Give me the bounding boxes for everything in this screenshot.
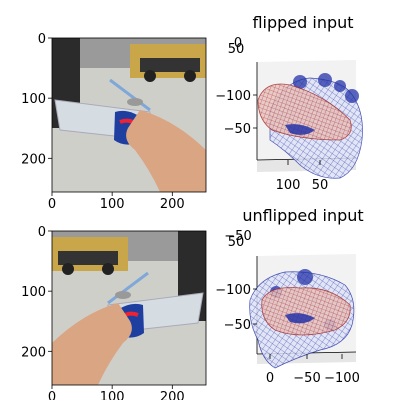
- axes-layer: 0 100 200 0 100 200 0 100 200 0 100 200 flipped inpu…: [21, 13, 364, 404]
- x-tick-label: 100: [276, 178, 301, 193]
- photo-unflipped: [52, 231, 206, 385]
- y-tick-label: 0: [38, 225, 46, 240]
- panel-bottom-left: [51, 230, 207, 386]
- x-tick-label: −100: [324, 371, 360, 386]
- y-tick-label: −50: [224, 318, 251, 333]
- z-tick-label: 50: [228, 235, 245, 250]
- y-tick-label: −50: [224, 122, 251, 137]
- photo-flipped: [52, 38, 206, 192]
- panel-title: unflipped input: [242, 206, 363, 225]
- panel-bottom-right: [249, 254, 357, 369]
- top-tick-label: 0: [234, 36, 242, 51]
- y-tick-label: 100: [21, 92, 46, 107]
- y-tick-label: 100: [21, 285, 46, 300]
- y-tick-label: −100: [215, 89, 251, 104]
- top-tick-label: −50: [224, 229, 251, 244]
- z-tick-label: 50: [228, 42, 245, 57]
- panel-title: flipped input: [252, 13, 353, 32]
- y-tick-label: 200: [21, 152, 46, 167]
- x-tick-label: 200: [160, 390, 185, 400]
- panel-top-left: [51, 37, 207, 193]
- x-tick-label: 200: [160, 197, 185, 212]
- y-tick-label: 200: [21, 345, 46, 360]
- x-tick-label: 100: [100, 390, 125, 400]
- y-tick-label: 0: [38, 32, 46, 47]
- panel-top-right: [256, 60, 363, 179]
- x-tick-label: 0: [266, 371, 274, 386]
- x-tick-label: 50: [312, 178, 329, 193]
- y-tick-label: −100: [215, 283, 251, 298]
- x-tick-label: 0: [48, 197, 56, 212]
- object-mesh: [257, 83, 352, 141]
- x-tick-label: −50: [293, 371, 320, 386]
- x-tick-label: 100: [100, 197, 125, 212]
- object-mesh: [261, 287, 351, 336]
- x-tick-label: 0: [48, 390, 56, 400]
